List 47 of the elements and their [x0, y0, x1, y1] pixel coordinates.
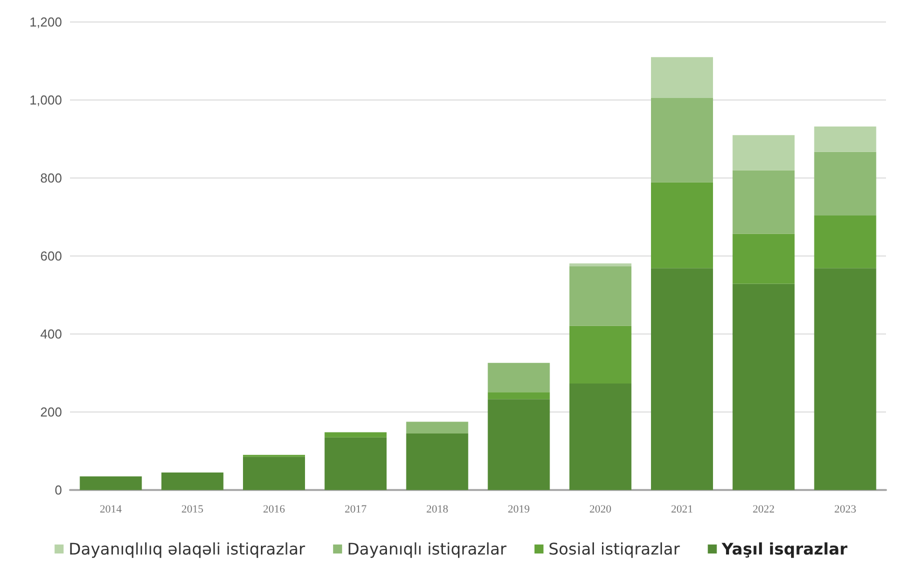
y-tick-label: 200: [40, 404, 62, 420]
y-tick-label: 600: [40, 248, 62, 264]
x-tick-label: 2018: [426, 504, 449, 516]
bar: [488, 392, 550, 400]
bar: [242, 456, 306, 490]
bar: [161, 472, 224, 490]
bar: [569, 266, 632, 326]
bar: [80, 476, 142, 490]
bar: [814, 215, 876, 268]
x-tick-label: 2020: [589, 504, 612, 516]
bar: [569, 263, 632, 266]
x-tick-label: 2015: [181, 504, 204, 516]
bar: [324, 437, 387, 490]
bar: [569, 326, 632, 384]
bar: [732, 135, 795, 170]
bar: [324, 432, 387, 438]
bar: [569, 384, 632, 490]
x-tick-label: 2022: [752, 504, 775, 516]
x-tick-label: 2014: [100, 504, 122, 516]
bar: [732, 284, 795, 490]
x-tick-label: 2017: [344, 504, 368, 516]
bar: [488, 362, 550, 392]
bar: [650, 98, 714, 182]
bar: [406, 433, 468, 490]
y-tick-label: 1,000: [29, 92, 62, 108]
bar: [732, 234, 795, 284]
legend-label: Dayanıqlı istiqrazlar: [347, 540, 507, 558]
bar: [732, 170, 795, 234]
legend-label: Yaşıl isqrazlar: [720, 540, 848, 558]
y-tick-label: 800: [40, 170, 62, 186]
bar: [650, 182, 714, 268]
bar: [814, 152, 876, 216]
bar: [814, 268, 876, 490]
bar: [650, 268, 714, 490]
legend-label: Dayanıqlılıq əlaqəli istiqrazlar: [68, 540, 306, 558]
y-tick-label: 400: [40, 326, 62, 342]
x-tick-label: 2021: [671, 504, 693, 516]
bar: [406, 422, 468, 434]
y-tick-label: 1,200: [29, 14, 62, 30]
x-tick-label: 2019: [508, 504, 530, 516]
x-tick-label: 2023: [834, 504, 857, 516]
bar: [814, 126, 876, 152]
bar: [650, 57, 714, 98]
legend-label: Sosial istiqrazlar: [548, 540, 680, 558]
bar: [488, 399, 550, 490]
y-tick-label: 0: [54, 482, 62, 498]
x-tick-label: 2016: [263, 504, 286, 516]
